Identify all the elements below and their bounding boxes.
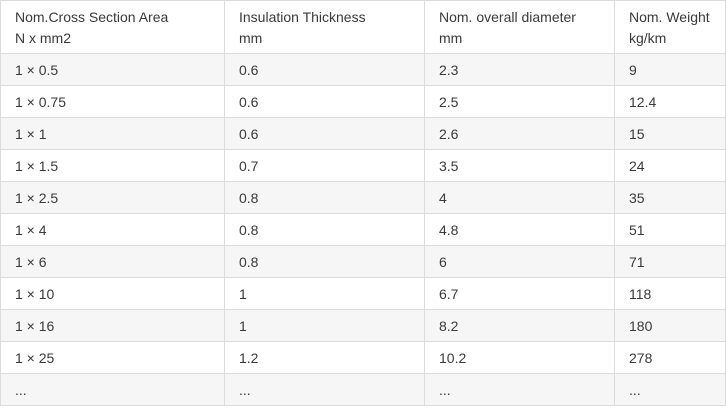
table-body: 1 × 0.5 0.6 2.3 9 1 × 0.75 0.6 2.5 12.4 1 × 1 0.6…: [0, 53, 726, 406]
header-unit: mm: [239, 29, 263, 46]
cell-overall-diameter: 2.6: [424, 117, 615, 150]
table-row: 1 × 2.5 0.8 4 35: [0, 181, 726, 214]
table-row: 1 × 16 1 8.2 180: [0, 309, 726, 342]
cell-insulation-thickness: 0.8: [224, 245, 425, 278]
cell-overall-diameter: 6.7: [424, 277, 615, 310]
cell-cross-section: 1 × 0.75: [0, 85, 225, 118]
table-row: 1 × 1.5 0.7 3.5 24: [0, 149, 726, 182]
cell-weight: 9: [614, 53, 726, 86]
table-row: 1 × 0.5 0.6 2.3 9: [0, 53, 726, 86]
header-label: Nom. overall diameter: [439, 8, 576, 25]
cell-insulation-thickness: 0.6: [224, 85, 425, 118]
cell-overall-diameter: 4.8: [424, 213, 615, 246]
cell-overall-diameter: 3.5: [424, 149, 615, 182]
cell-cross-section: 1 × 2.5: [0, 181, 225, 214]
header-unit: mm: [439, 29, 463, 46]
table-row: 1 × 10 1 6.7 118: [0, 277, 726, 310]
cell-insulation-thickness: 1: [224, 277, 425, 310]
cell-cross-section: 1 × 0.5: [0, 53, 225, 86]
cell-overall-diameter: ...: [424, 373, 615, 406]
header-unit: kg/km: [629, 29, 667, 46]
header-insulation-thickness: Insulation Thickness mm: [224, 0, 425, 54]
table-row: ............: [0, 373, 726, 406]
table-row: 1 × 1 0.6 2.6 15: [0, 117, 726, 150]
cell-overall-diameter: 2.5: [424, 85, 615, 118]
cell-overall-diameter: 8.2: [424, 309, 615, 342]
cell-overall-diameter: 6: [424, 245, 615, 278]
header-overall-diameter: Nom. overall diameter mm: [424, 0, 615, 54]
cell-overall-diameter: 2.3: [424, 53, 615, 86]
table-row: 1 × 0.75 0.6 2.5 12.4: [0, 85, 726, 118]
cell-insulation-thickness: ...: [224, 373, 425, 406]
cell-weight: 24: [614, 149, 726, 182]
cell-cross-section: 1 × 10: [0, 277, 225, 310]
cell-insulation-thickness: 1.2: [224, 341, 425, 374]
cell-weight: 278: [614, 341, 726, 374]
header-weight: Nom. Weight kg/km: [614, 0, 726, 54]
cell-cross-section: 1 × 16: [0, 309, 225, 342]
cell-overall-diameter: 4: [424, 181, 615, 214]
header-label: Nom. Weight: [629, 8, 710, 25]
cell-weight: 12.4: [614, 85, 726, 118]
cell-cross-section: ...: [0, 373, 225, 406]
cell-insulation-thickness: 0.7: [224, 149, 425, 182]
cell-weight: 51: [614, 213, 726, 246]
header-unit: N x mm2: [15, 29, 71, 46]
header-label: Insulation Thickness: [239, 8, 366, 25]
cell-insulation-thickness: 0.6: [224, 117, 425, 150]
table-header: Nom.Cross Section Area N x mm2 Insulatio…: [0, 0, 726, 54]
cell-cross-section: 1 × 25: [0, 341, 225, 374]
cell-insulation-thickness: 1: [224, 309, 425, 342]
cell-insulation-thickness: 0.8: [224, 181, 425, 214]
cell-cross-section: 1 × 1.5: [0, 149, 225, 182]
cell-weight: 35: [614, 181, 726, 214]
cell-insulation-thickness: 0.8: [224, 213, 425, 246]
cell-weight: 118: [614, 277, 726, 310]
cell-cross-section: 1 × 1: [0, 117, 225, 150]
cell-weight: 180: [614, 309, 726, 342]
cell-weight: 71: [614, 245, 726, 278]
cell-cross-section: 1 × 6: [0, 245, 225, 278]
cell-weight: 15: [614, 117, 726, 150]
cell-cross-section: 1 × 4: [0, 213, 225, 246]
table-row: 1 × 6 0.8 6 71: [0, 245, 726, 278]
cell-overall-diameter: 10.2: [424, 341, 615, 374]
header-cross-section-area: Nom.Cross Section Area N x mm2: [0, 0, 225, 54]
table-row: 1 × 4 0.8 4.8 51: [0, 213, 726, 246]
cell-weight: ...: [614, 373, 726, 406]
header-label: Nom.Cross Section Area: [15, 8, 169, 25]
cell-insulation-thickness: 0.6: [224, 53, 425, 86]
table-row: 1 × 25 1.2 10.2 278: [0, 341, 726, 374]
header-row: Nom.Cross Section Area N x mm2 Insulatio…: [0, 0, 726, 54]
